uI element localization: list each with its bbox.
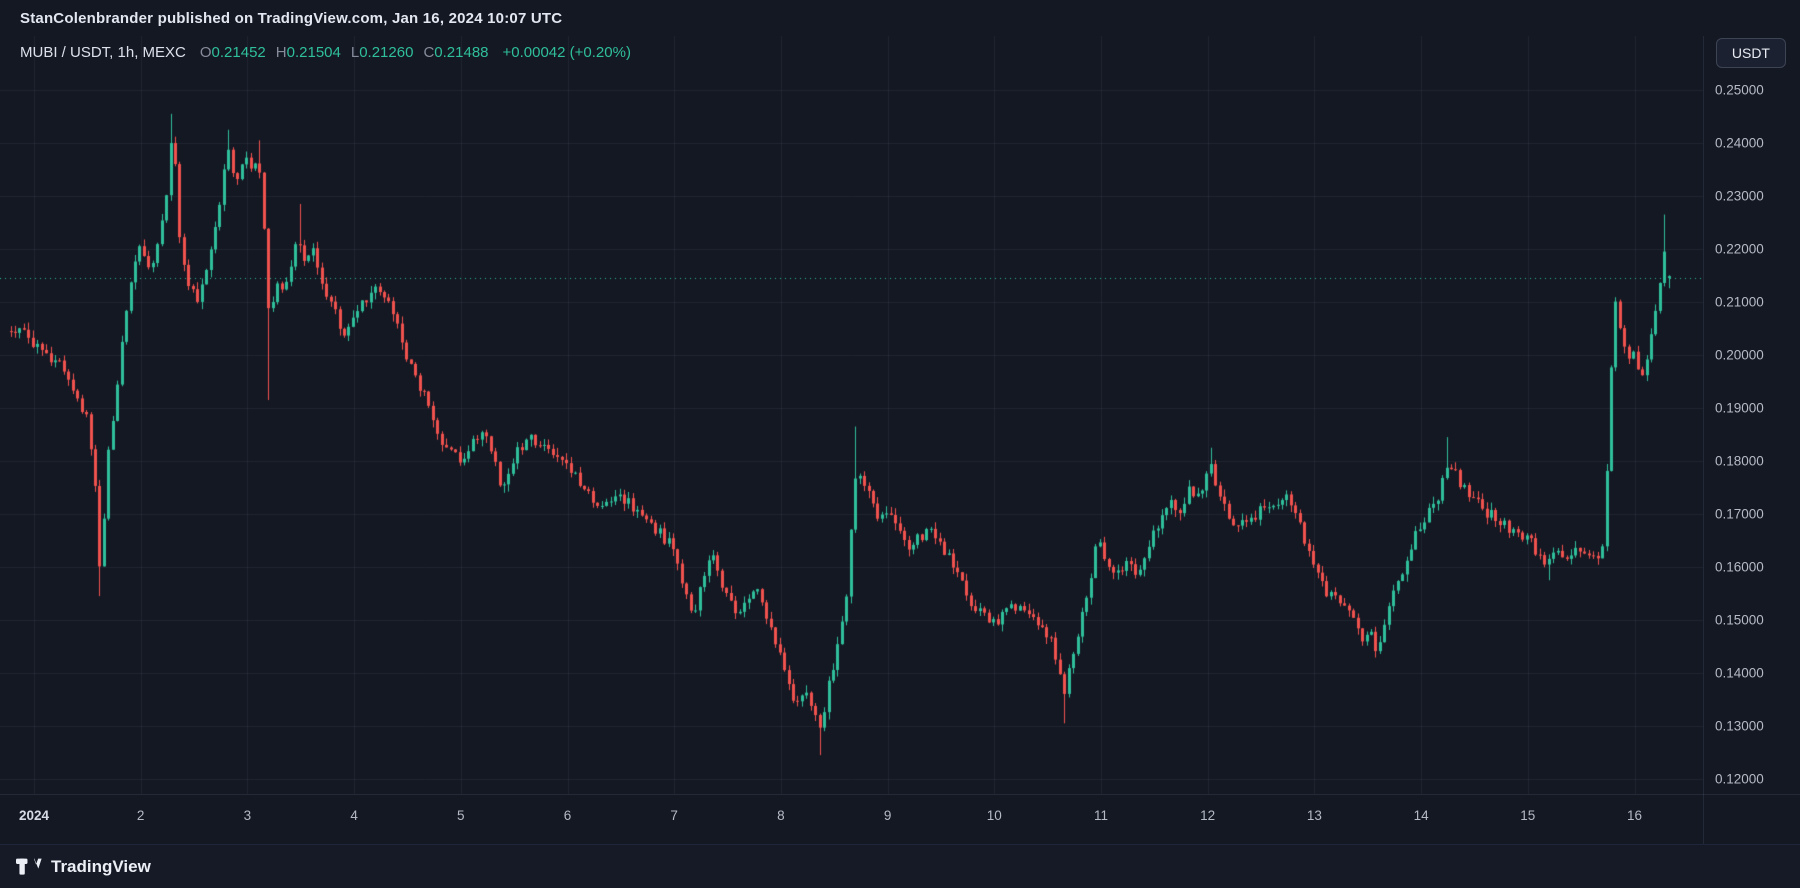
ohlc-open: O0.21452 [200,44,266,61]
ohlc-open-value: 0.21452 [211,44,266,61]
tradingview-brand[interactable]: TradingView [51,856,151,876]
price-axis-label: 0.12000 [1715,771,1764,787]
price-axis-label: 0.17000 [1715,506,1764,522]
time-axis-label: 5 [457,808,465,823]
time-axis-label: 12 [1200,808,1216,823]
time-axis-label: 2024 [18,808,50,823]
price-axis-label: 0.19000 [1715,400,1764,416]
publish-info-text: StanColenbrander published on TradingVie… [20,9,563,27]
time-axis-label: 16 [1626,808,1643,823]
time-axis-label: 4 [350,808,358,823]
ohlc-close-value: 0.21488 [434,44,489,61]
time-axis-label: 14 [1413,808,1429,823]
price-axis-label: 0.23000 [1715,188,1764,204]
symbol-title[interactable]: MUBI / USDT, 1h, MEXC [20,44,186,61]
price-axis-label: 0.20000 [1715,347,1764,363]
time-axis[interactable]: 2024 2 3 4 5 6 7 8 9 10 11 12 13 14 15 16 [0,794,1800,844]
price-axis-label: 0.13000 [1715,718,1764,734]
time-axis-label: 8 [777,808,785,823]
ohlc-low-label: L [350,44,360,61]
ohlc-low: L0.21260 [351,44,414,61]
tradingview-logo-icon[interactable] [16,857,42,877]
ohlc-high-value: 0.21504 [286,44,341,61]
price-axis-label: 0.22000 [1715,241,1764,257]
ohlc-open-label: O [199,44,212,61]
price-axis-label: 0.15000 [1715,612,1764,628]
ohlc-high-label: H [275,44,287,61]
price-axis-label: 0.24000 [1715,135,1764,151]
time-axis-label: 7 [670,808,678,823]
time-axis-label: 3 [243,808,252,823]
ohlc-low-value: 0.21260 [359,44,414,61]
currency-button[interactable]: USDT [1715,38,1786,68]
price-axis-label: 0.25000 [1715,82,1764,98]
time-axis-label: 10 [986,808,1002,823]
ohlc-close: C0.21488 [423,44,488,61]
time-axis-label: 11 [1093,808,1109,823]
price-axis[interactable]: 0.25000 0.24000 0.23000 0.22000 0.21000 0.200… [1703,36,1800,844]
ohlc-close-label: C [423,44,435,61]
time-axis-label: 9 [883,808,892,823]
price-axis-label: 0.14000 [1715,665,1764,681]
time-axis-label: 15 [1520,808,1536,823]
price-change: +0.00042 (+0.20%) [502,44,631,61]
price-axis-label: 0.16000 [1715,559,1764,575]
footer-bar: TradingView [0,844,1800,888]
price-axis-label: 0.18000 [1715,453,1764,469]
chart-legend: MUBI / USDT, 1h, MEXC O0.21452 H0.21504 … [20,44,631,61]
publish-info-bar: StanColenbrander published on TradingVie… [0,0,1800,36]
ohlc-high: H0.21504 [276,44,341,61]
time-axis-label: 13 [1306,808,1322,823]
time-axis-label: 6 [563,808,572,823]
time-axis-label: 2 [136,808,145,823]
price-axis-label: 0.21000 [1715,294,1764,310]
